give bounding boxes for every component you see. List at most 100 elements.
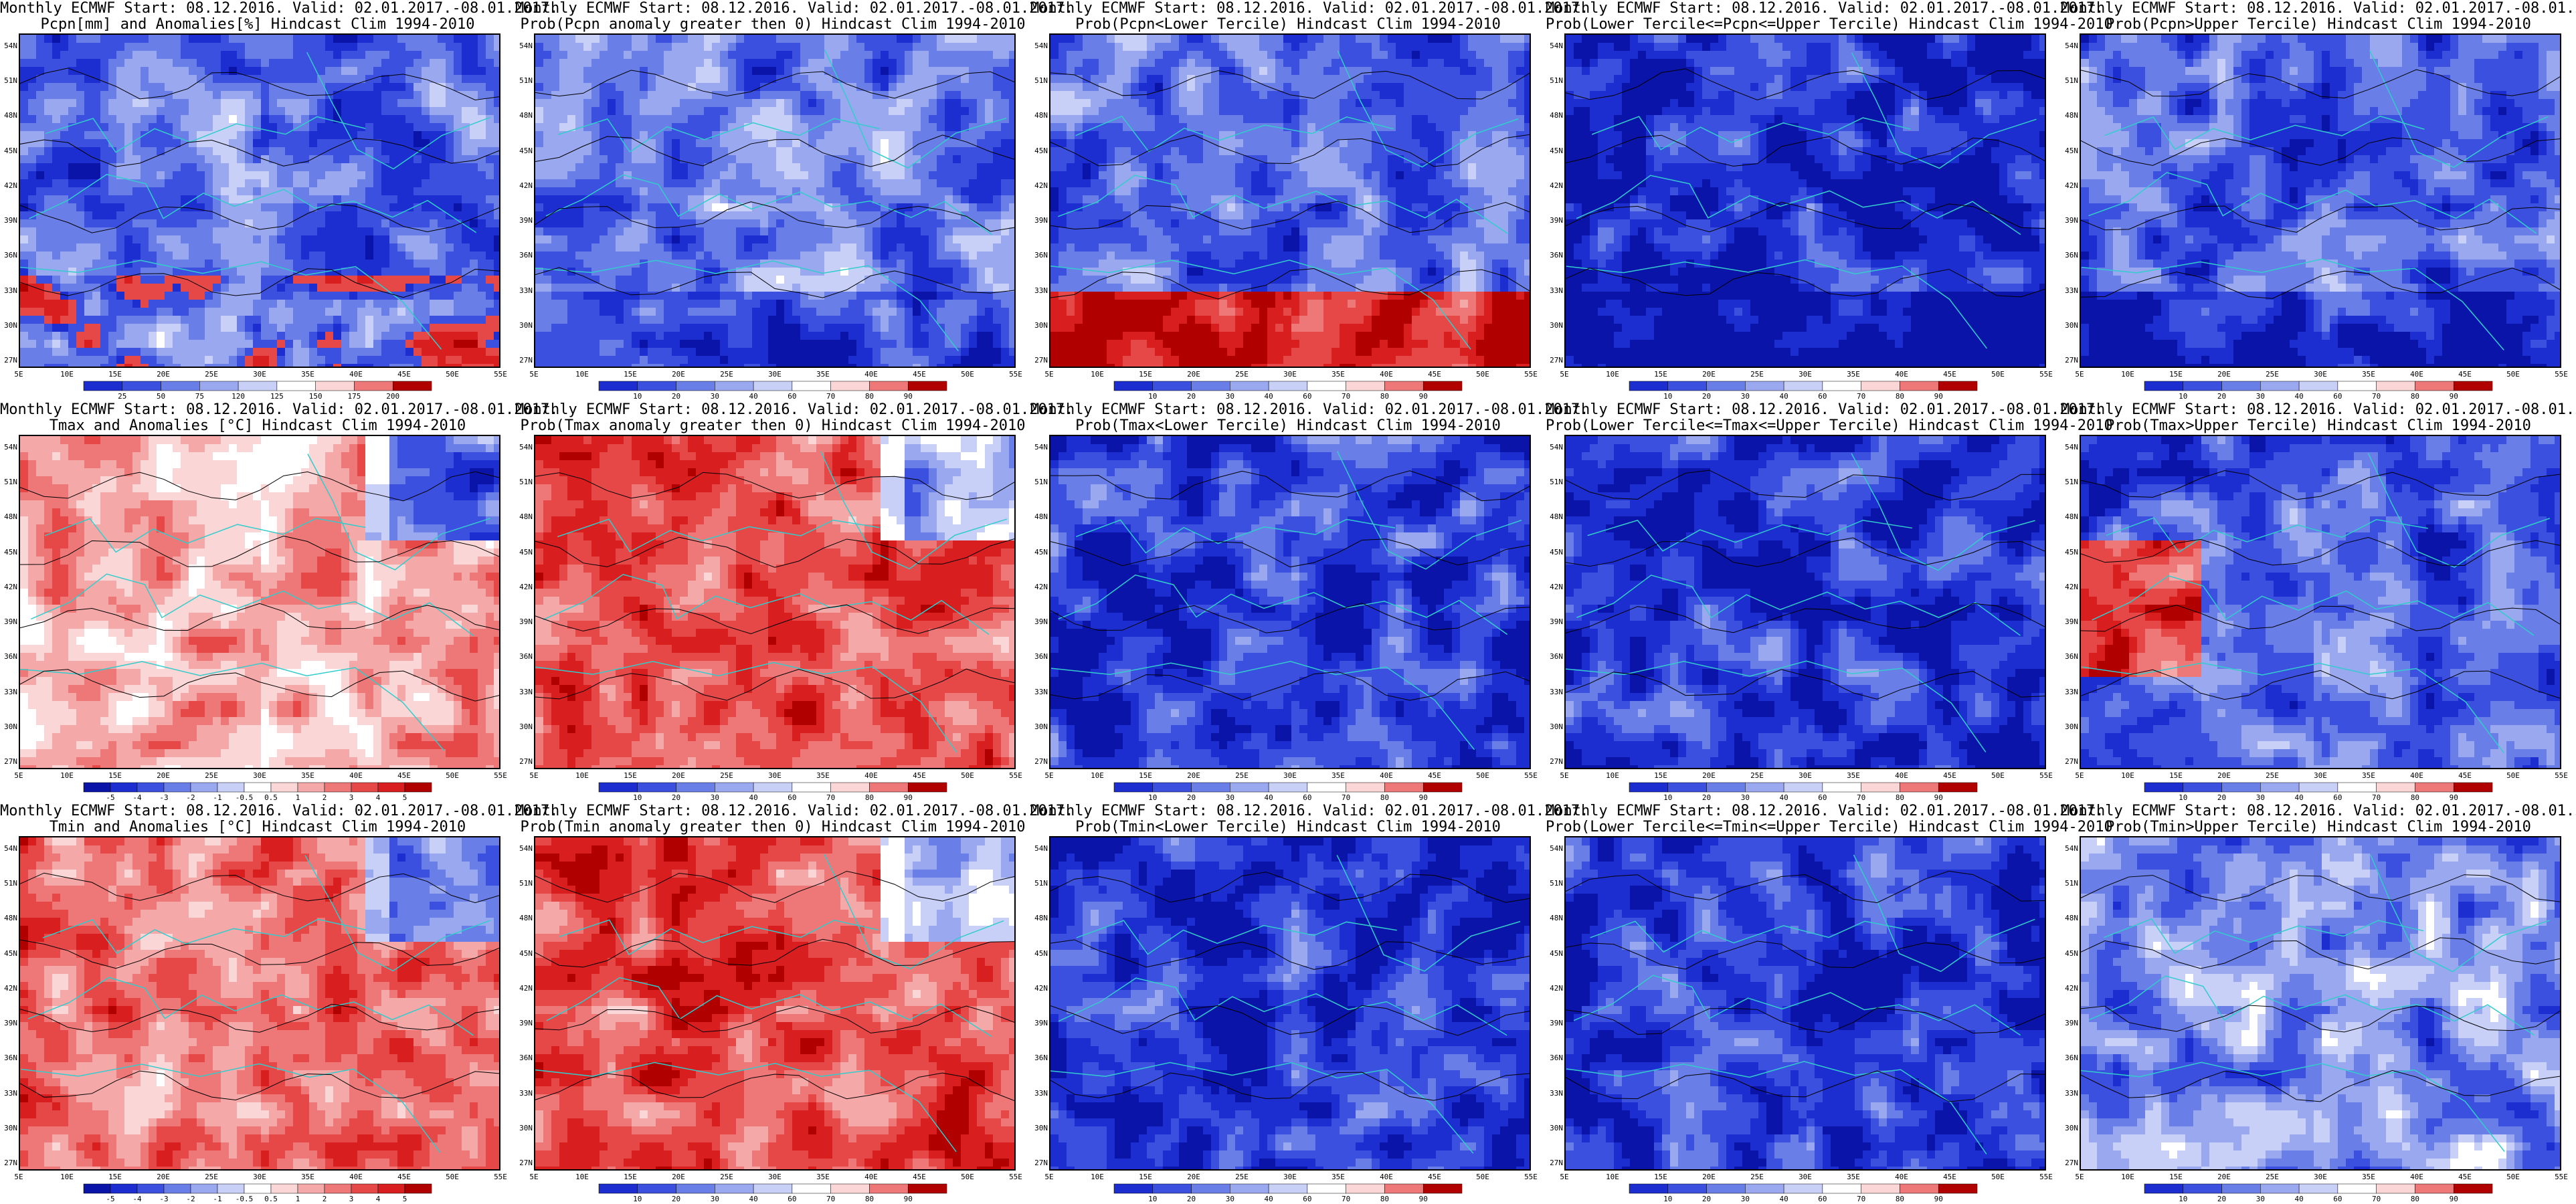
longitude-label: 35E: [301, 1173, 314, 1181]
map-area: [2080, 33, 2561, 368]
latitude-label: 33N: [517, 286, 533, 295]
longitude-label: 40E: [1895, 370, 1908, 379]
longitude-label: 35E: [2362, 370, 2375, 379]
longitude-label: 10E: [575, 370, 589, 379]
latitude-label: 45N: [1, 146, 17, 155]
latitude-label: 54N: [2062, 844, 2078, 853]
longitude-label: 55E: [1524, 370, 1538, 379]
latitude-label: 39N: [1032, 216, 1048, 225]
latitude-label: 54N: [1032, 844, 1048, 853]
colorbar: [83, 381, 432, 391]
colorbar-tick-label: 10: [1148, 1195, 1157, 1203]
longitude-label: 50E: [961, 370, 974, 379]
latitude-label: 36N: [1, 1054, 17, 1062]
latitude-label: 42N: [517, 583, 533, 591]
longitude-label: 35E: [301, 771, 314, 780]
colorbar-tick-label: 20: [672, 1195, 680, 1203]
colorbar-tick-label: 60: [1818, 793, 1827, 802]
latitude-label: 42N: [2062, 181, 2078, 190]
longitude-label: 10E: [575, 771, 589, 780]
latitude-label: 27N: [1, 757, 17, 766]
colorbar-tick-label: 70: [2372, 793, 2381, 802]
latitude-label: 48N: [517, 512, 533, 521]
colorbar-tick-label: -2: [186, 1195, 195, 1203]
forecast-map-panel: Monthly ECMWF Start: 08.12.2016. Valid: …: [1030, 0, 1588, 401]
latitude-label: 42N: [1547, 181, 1563, 190]
longitude-label: 25E: [2266, 1173, 2279, 1181]
latitude-label: 45N: [2062, 146, 2078, 155]
colorbar-tick-label: 30: [711, 793, 719, 802]
longitude-label: 5E: [529, 370, 538, 379]
latitude-label: 48N: [517, 914, 533, 922]
colorbar-tick-label: 10: [1148, 392, 1157, 401]
longitude-label: 25E: [720, 370, 733, 379]
longitude-label: 45E: [397, 1173, 411, 1181]
colorbar-tick-label: -5: [106, 793, 114, 802]
latitude-label: 48N: [1, 111, 17, 120]
latitude-label: 54N: [1, 41, 17, 50]
latitude-label: 54N: [1547, 844, 1563, 853]
colorbar-tick-label: -4: [132, 793, 141, 802]
longitude-label: 20E: [2217, 1173, 2231, 1181]
colorbar-tick-label: 4: [376, 793, 381, 802]
latitude-label: 48N: [2062, 914, 2078, 922]
longitude-label: 40E: [2410, 370, 2423, 379]
colorbar-tick-label: 70: [1857, 392, 1865, 401]
longitude-label: 35E: [1847, 1173, 1860, 1181]
colorbar-tick-label: 10: [2179, 392, 2187, 401]
longitude-label: 35E: [2362, 771, 2375, 780]
latitude-label: 33N: [1, 1089, 17, 1098]
latitude-label: 33N: [1, 688, 17, 696]
map-area: [1564, 435, 2046, 769]
longitude-label: 40E: [1380, 1173, 1393, 1181]
latitude-label: 27N: [1547, 757, 1563, 766]
colorbar-tick-label: 40: [1779, 392, 1788, 401]
longitude-label: 30E: [768, 1173, 781, 1181]
colorbar-tick-label: 10: [1663, 1195, 1672, 1203]
panel-title-line1: Monthly ECMWF Start: 08.12.2016. Valid: …: [0, 403, 558, 417]
colorbar-tick-label: 20: [1702, 793, 1711, 802]
latitude-label: 30N: [1032, 722, 1048, 731]
longitude-label: 55E: [494, 370, 507, 379]
colorbar-tick-label: 80: [1380, 392, 1389, 401]
latitude-label: 36N: [1547, 251, 1563, 260]
longitude-label: 20E: [2217, 771, 2231, 780]
colorbar-tick-label: 70: [826, 1195, 835, 1203]
longitude-label: 35E: [1331, 370, 1345, 379]
forecast-map-panel: Monthly ECMWF Start: 08.12.2016. Valid: …: [0, 401, 558, 803]
latitude-label: 54N: [1032, 443, 1048, 452]
panel-title-line1: Monthly ECMWF Start: 08.12.2016. Valid: …: [0, 804, 558, 819]
colorbar: [1629, 381, 1978, 391]
latitude-label: 45N: [1547, 548, 1563, 557]
longitude-label: 50E: [446, 1173, 459, 1181]
longitude-label: 5E: [1044, 771, 1053, 780]
panel-title-line2: Prob(Tmin>Upper Tercile) Hindcast Clim 1…: [2061, 820, 2576, 835]
longitude-label: 50E: [2506, 771, 2520, 780]
latitude-label: 39N: [2062, 1019, 2078, 1027]
colorbar: [2144, 782, 2493, 793]
colorbar-tick-label: -5: [106, 1195, 114, 1203]
colorbar-tick-label: 60: [1303, 793, 1311, 802]
latitude-label: 48N: [2062, 111, 2078, 120]
colorbar-tick-label: 40: [749, 392, 757, 401]
colorbar-tick-label: 175: [348, 392, 361, 401]
colorbar-tick-label: 20: [1187, 392, 1196, 401]
longitude-label: 45E: [2458, 1173, 2472, 1181]
colorbar-tick-label: 40: [1264, 793, 1273, 802]
longitude-label: 5E: [1560, 370, 1568, 379]
latitude-label: 39N: [1, 617, 17, 626]
longitude-label: 5E: [2075, 370, 2084, 379]
longitude-label: 40E: [2410, 771, 2423, 780]
longitude-label: 15E: [2169, 1173, 2183, 1181]
colorbar-tick-label: 80: [2411, 392, 2419, 401]
latitude-label: 45N: [1547, 949, 1563, 958]
longitude-label: 25E: [1235, 1173, 1249, 1181]
latitude-label: 45N: [1032, 548, 1048, 557]
longitude-label: 15E: [1139, 771, 1152, 780]
latitude-label: 30N: [1, 1124, 17, 1132]
latitude-label: 30N: [1547, 722, 1563, 731]
longitude-label: 45E: [1943, 771, 1956, 780]
longitude-label: 20E: [672, 1173, 685, 1181]
longitude-label: 55E: [494, 1173, 507, 1181]
map-area: [2080, 435, 2561, 769]
